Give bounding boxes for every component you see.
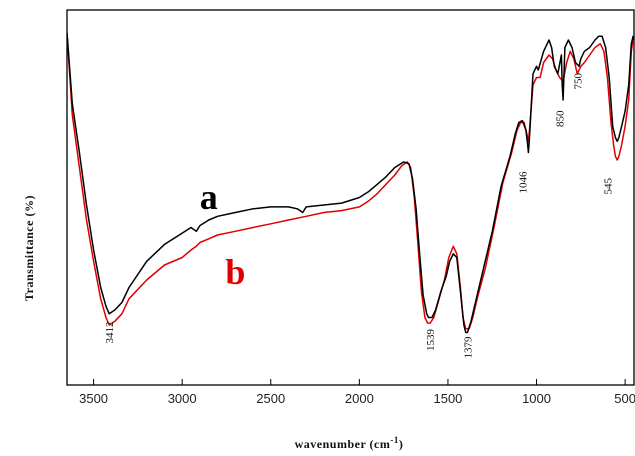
peak-label: 545: [602, 178, 614, 195]
x-axis-ticks: 3500 3000 2500 2000 1500 1000 500: [79, 379, 635, 406]
x-tick-label: 3500: [79, 391, 108, 406]
peak-label: 1046: [517, 171, 529, 194]
peak-annotations: 3412 1539 1379 1046 850 750 545: [104, 73, 614, 359]
peak-label: 3412: [104, 322, 116, 344]
series-line-b: [67, 32, 634, 330]
x-axis-title: wavenumber (cm-1): [295, 435, 404, 451]
series-labels: ab: [200, 177, 246, 292]
plot-frame: [66, 9, 635, 386]
x-tick-label: 3000: [168, 391, 197, 406]
peak-label: 1379: [462, 336, 474, 359]
x-tick-label: 2500: [256, 391, 285, 406]
x-axis-title-exponent: -1: [390, 435, 399, 445]
y-axis-title: Transmittance (%): [22, 195, 36, 301]
x-tick-label: 1000: [522, 391, 551, 406]
x-tick-label: 1500: [433, 391, 462, 406]
peak-label: 750: [572, 73, 584, 90]
x-axis-title-main: wavenumber (cm: [295, 437, 391, 451]
x-tick-label: 2000: [345, 391, 374, 406]
series-label-b: b: [225, 252, 245, 292]
peak-label: 1539: [425, 329, 437, 352]
series-group: [67, 32, 634, 334]
x-tick-label: 500: [614, 391, 635, 406]
x-axis-title-close: ): [399, 437, 404, 451]
series-line-a: [67, 32, 634, 334]
peak-label: 850: [555, 110, 567, 127]
series-label-a: a: [200, 177, 218, 217]
